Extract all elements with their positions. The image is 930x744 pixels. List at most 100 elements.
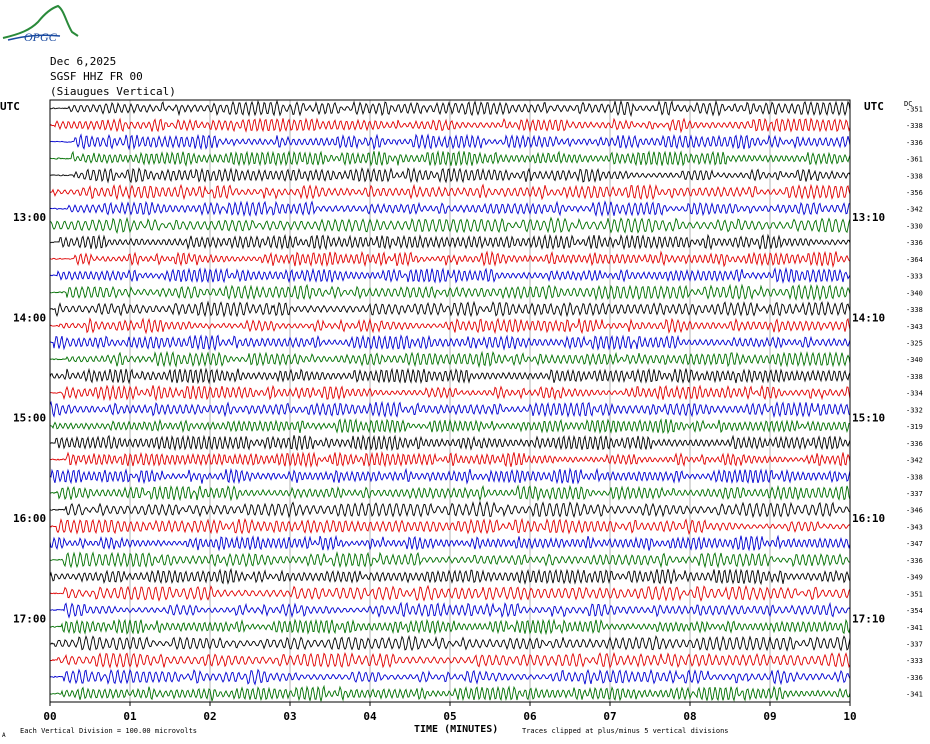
dc-offset-14: -343 <box>906 323 923 331</box>
chart-location: (Siaugues Vertical) <box>50 85 176 98</box>
seismic-trace-34 <box>49 651 851 669</box>
x-tick-label-07: 07 <box>603 710 616 723</box>
seismic-trace-13 <box>49 300 851 318</box>
seismic-trace-20 <box>49 418 851 435</box>
x-tick-label-01: 01 <box>123 710 137 723</box>
dc-offset-34: -333 <box>906 657 923 665</box>
footer-scale-note: Each Vertical Division = 100.00 microvol… <box>20 727 197 735</box>
left-time-label: 14:00 <box>13 311 46 324</box>
seismic-trace-6 <box>49 183 851 201</box>
left-time-label: 13:00 <box>13 211 46 224</box>
seismic-trace-27 <box>49 534 851 552</box>
dc-offset-25: -346 <box>906 507 923 515</box>
seismic-trace-23 <box>49 467 851 485</box>
dc-offset-7: -342 <box>906 206 923 214</box>
seismic-trace-11 <box>49 266 851 284</box>
dc-offset-1: -351 <box>906 105 923 113</box>
opgc-logo: OPGC <box>2 4 79 44</box>
seismic-trace-10 <box>49 250 851 268</box>
dc-offset-30: -351 <box>906 590 923 598</box>
seismic-trace-15 <box>50 334 851 352</box>
dc-offset-31: -354 <box>906 607 923 615</box>
dc-offset-33: -337 <box>906 640 923 648</box>
x-tick-label-05: 05 <box>443 710 456 723</box>
left-time-label: 17:00 <box>13 612 46 625</box>
x-tick-label-10: 10 <box>843 710 856 723</box>
right-time-label: 15:10 <box>852 412 885 425</box>
seismic-trace-12 <box>49 283 851 302</box>
chart-traces <box>49 99 851 702</box>
right-time-label: 14:10 <box>852 311 885 324</box>
corner-mark: A <box>2 732 6 739</box>
x-tick-label-04: 04 <box>363 710 377 723</box>
dc-offset-10: -364 <box>906 256 923 264</box>
seismic-trace-9 <box>49 233 851 251</box>
dc-offset-5: -338 <box>906 172 923 180</box>
x-tick-label-09: 09 <box>763 710 776 723</box>
right-time-label: 17:10 <box>852 612 885 625</box>
right-time-label: 13:10 <box>852 211 885 224</box>
dc-offset-4: -361 <box>906 156 923 164</box>
dc-offset-9: -336 <box>906 239 923 247</box>
dc-offset-24: -337 <box>906 490 923 498</box>
dc-offset-8: -330 <box>906 222 923 230</box>
dc-offset-26: -343 <box>906 523 923 531</box>
dc-offset-17: -338 <box>906 373 923 381</box>
seismic-trace-1 <box>49 99 851 118</box>
left-time-label: 16:00 <box>13 512 46 525</box>
dc-offset-12: -340 <box>906 289 923 297</box>
seismic-trace-36 <box>49 684 851 702</box>
dc-offset-15: -325 <box>906 339 923 347</box>
logo-mountain-icon <box>2 4 79 39</box>
seismic-trace-7 <box>49 200 851 217</box>
seismic-trace-26 <box>49 517 851 536</box>
dc-offset-18: -334 <box>906 390 923 398</box>
seismic-trace-5 <box>49 167 851 184</box>
dc-offset-35: -336 <box>906 674 923 682</box>
seismic-trace-4 <box>49 150 851 167</box>
dc-offset-28: -336 <box>906 557 923 565</box>
x-tick-label-00: 00 <box>43 710 56 723</box>
seismic-trace-28 <box>49 551 851 569</box>
dc-offset-29: -349 <box>906 574 923 582</box>
dc-offset-11: -333 <box>906 273 923 281</box>
seismic-trace-29 <box>49 567 851 586</box>
x-tick-label-03: 03 <box>283 710 296 723</box>
seismic-trace-3 <box>49 133 851 151</box>
dc-offset-3: -336 <box>906 139 923 147</box>
seismic-trace-22 <box>49 451 851 468</box>
seismic-trace-35 <box>49 668 851 686</box>
left-time-label: 15:00 <box>13 412 46 425</box>
footer-clip-note: Traces clipped at plus/minus 5 vertical … <box>522 727 729 735</box>
seismic-trace-18 <box>50 384 851 402</box>
dc-offset-20: -319 <box>906 423 923 431</box>
chart-date: Dec 6,2025 <box>50 55 117 68</box>
dc-header-label: DC <box>904 100 912 108</box>
plot-frame <box>49 99 851 703</box>
seismic-trace-2 <box>49 117 851 134</box>
dc-offset-23: -338 <box>906 473 923 481</box>
dc-offset-6: -356 <box>906 189 923 197</box>
seismic-trace-30 <box>49 584 851 602</box>
dc-offset-13: -338 <box>906 306 923 314</box>
chart-grid <box>49 100 851 706</box>
x-tick-label-08: 08 <box>683 710 696 723</box>
dc-offset-16: -340 <box>906 356 923 364</box>
seismic-trace-33 <box>49 634 851 652</box>
seismic-trace-31 <box>49 601 851 619</box>
dc-offset-19: -332 <box>906 406 923 414</box>
chart-labels: 00 01 02 03 04 05 06 07 08 09 10 -351 -338 -336 -361 -3… <box>0 100 923 739</box>
dc-offset-27: -347 <box>906 540 923 548</box>
seismic-trace-14 <box>49 317 851 335</box>
x-tick-label-06: 06 <box>523 710 537 723</box>
chart-station: SGSF HHZ FR 00 <box>50 70 143 83</box>
x-axis-label: TIME (MINUTES) <box>414 724 498 735</box>
dc-offset-21: -336 <box>906 440 923 448</box>
logo-text: OPGC <box>24 30 58 44</box>
x-tick-label-02: 02 <box>203 710 216 723</box>
dc-offset-32: -341 <box>906 624 923 632</box>
seismic-trace-8 <box>49 216 851 234</box>
seismic-trace-25 <box>49 500 851 519</box>
dc-offset-36: -341 <box>906 691 923 699</box>
